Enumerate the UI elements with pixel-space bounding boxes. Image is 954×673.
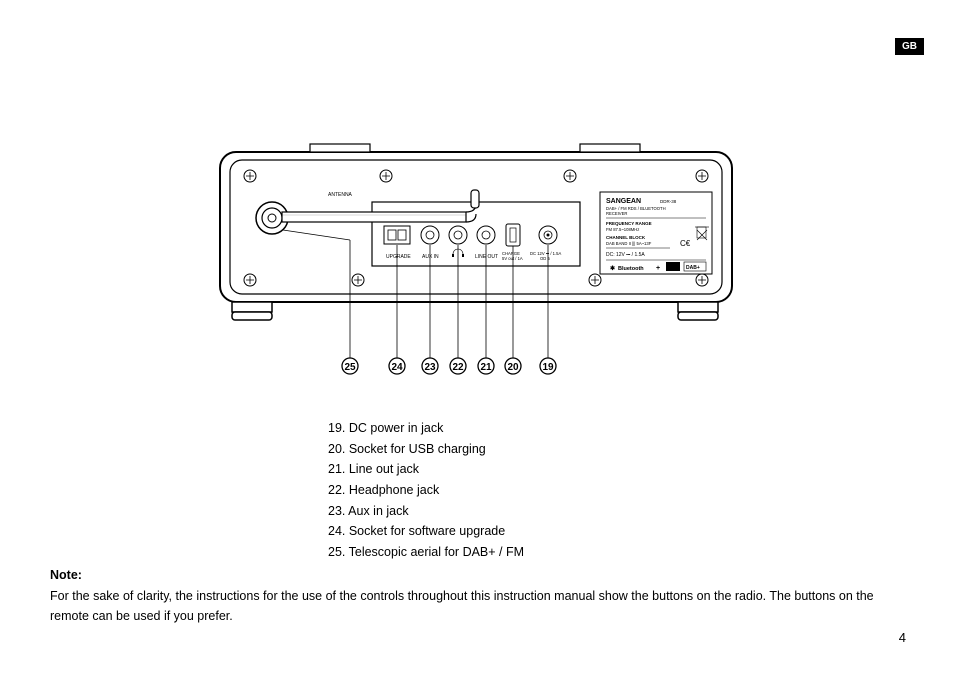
legend-item-19: 19. DC power in jack — [328, 418, 524, 439]
svg-text:+: + — [656, 265, 660, 272]
legend-item-22: 22. Headphone jack — [328, 480, 524, 501]
svg-text:OD 5: OD 5 — [540, 256, 550, 261]
svg-text:DAB BAND II ||| 5A~13F: DAB BAND II ||| 5A~13F — [606, 241, 652, 246]
callout-25: 25 — [344, 362, 356, 373]
svg-text:C€: C€ — [680, 239, 691, 248]
legend-item-25: 25. Telescopic aerial for DAB+ / FM — [328, 542, 524, 563]
svg-text:Bluetooth: Bluetooth — [618, 266, 644, 272]
callout-22: 22 — [452, 362, 464, 373]
svg-text:DC: 12V ⎓ / 1.5A: DC: 12V ⎓ / 1.5A — [606, 252, 645, 258]
page-number: 4 — [899, 630, 906, 645]
note-label: Note: — [50, 568, 82, 582]
info-label-plate: SANGEAN DDR-38 DAB+ / FM RDS / BLUETOOTH… — [600, 192, 712, 274]
svg-text:SANGEAN: SANGEAN — [606, 198, 641, 205]
svg-text:DAB+: DAB+ — [686, 265, 700, 271]
svg-text:5V out / 1A: 5V out / 1A — [502, 256, 523, 261]
legend-item-24: 24. Socket for software upgrade — [328, 521, 524, 542]
callout-21: 21 — [480, 362, 492, 373]
radio-rear-svg: ANTENNA UPGRADE AUX IN LINE OUT CHARGE 5… — [200, 130, 760, 390]
callout-19: 19 — [542, 362, 554, 373]
legend-item-23: 23. Aux in jack — [328, 501, 524, 522]
svg-text:AUX IN: AUX IN — [422, 254, 439, 260]
svg-text:FM 87.5~108MHz: FM 87.5~108MHz — [606, 227, 639, 232]
language-badge: GB — [895, 38, 924, 55]
svg-text:✱: ✱ — [610, 265, 615, 272]
note-section: Note: For the sake of clarity, the instr… — [50, 565, 904, 627]
rear-panel-diagram: ANTENNA UPGRADE AUX IN LINE OUT CHARGE 5… — [0, 130, 954, 380]
legend-item-20: 20. Socket for USB charging — [328, 439, 524, 460]
svg-text:LINE OUT: LINE OUT — [475, 254, 498, 260]
callout-23: 23 — [424, 362, 436, 373]
antenna-label: ANTENNA — [328, 192, 353, 198]
legend-list: 19. DC power in jack 20. Socket for USB … — [328, 418, 524, 562]
svg-text:RECEIVER: RECEIVER — [606, 211, 627, 216]
legend-item-21: 21. Line out jack — [328, 459, 524, 480]
callout-24: 24 — [391, 362, 403, 373]
callout-20: 20 — [507, 362, 519, 373]
upgrade-socket: UPGRADE — [384, 226, 411, 260]
svg-text:DDR-38: DDR-38 — [660, 199, 677, 204]
svg-text:UPGRADE: UPGRADE — [386, 254, 411, 260]
svg-text:FREQUENCY RANGE: FREQUENCY RANGE — [606, 221, 652, 226]
note-text: For the sake of clarity, the instruction… — [50, 586, 904, 627]
svg-text:CHANNEL BLOCK: CHANNEL BLOCK — [606, 235, 646, 240]
